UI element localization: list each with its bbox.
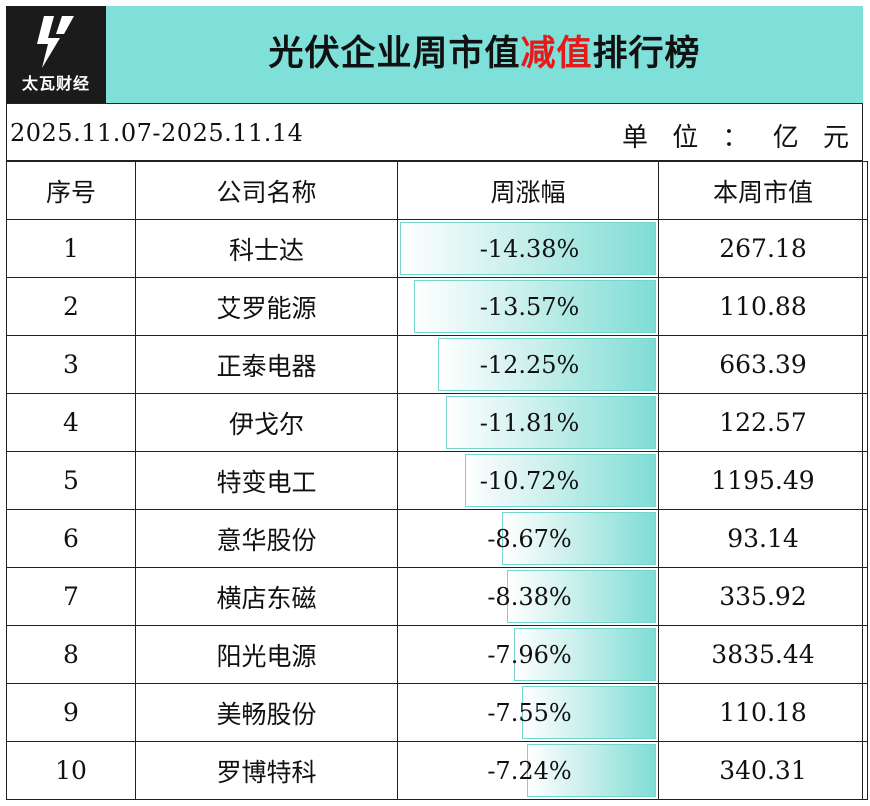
company-cell: 特变电工: [135, 451, 398, 510]
table-header-row: 序号 公司名称 周涨幅 本周市值: [6, 161, 868, 220]
change-bar: [514, 628, 656, 681]
change-value: -10.72%: [479, 467, 580, 495]
rank-cell: 10: [6, 741, 136, 800]
rank-cell: 8: [6, 625, 136, 684]
company-cell: 罗博特科: [135, 741, 398, 800]
table-row: 2 艾罗能源 -13.57% 110.88: [6, 277, 868, 336]
header-banner: 太瓦财经 光伏企业周市值减值排行榜: [6, 6, 863, 104]
table-row: 1 科士达 -14.38% 267.18: [6, 219, 868, 278]
rank-cell: 1: [6, 219, 136, 278]
change-cell: -7.24%: [397, 741, 659, 800]
change-bar: [400, 222, 656, 275]
company-cell: 正泰电器: [135, 335, 398, 394]
unit-label: 单 位 ： 亿 元: [621, 123, 857, 153]
table-row: 6 意华股份 -8.67% 93.14: [6, 509, 868, 568]
page-title: 光伏企业周市值减值排行榜: [106, 6, 863, 103]
change-value: -13.57%: [479, 293, 580, 321]
change-cell: -8.67%: [397, 509, 659, 568]
col-header-rank: 序号: [6, 161, 136, 220]
market-cap-cell: 93.14: [658, 509, 868, 568]
change-bar: [465, 454, 656, 507]
table-row: 4 伊戈尔 -11.81% 122.57: [6, 393, 868, 452]
title-part2: 排行榜: [592, 34, 701, 74]
rank-cell: 7: [6, 567, 136, 626]
brand-logo: 太瓦财经: [6, 6, 106, 103]
info-bar: 2025.11.07-2025.11.14 单 位 ： 亿 元: [6, 104, 863, 161]
company-cell: 阳光电源: [135, 625, 398, 684]
change-cell: -11.81%: [397, 393, 659, 452]
change-value: -7.55%: [487, 699, 572, 727]
change-value: -14.38%: [479, 235, 580, 263]
market-cap-cell: 340.31: [658, 741, 868, 800]
change-cell: -13.57%: [397, 277, 659, 336]
company-cell: 科士达: [135, 219, 398, 278]
change-cell: -12.25%: [397, 335, 659, 394]
change-cell: -8.38%: [397, 567, 659, 626]
market-cap-cell: 663.39: [658, 335, 868, 394]
col-header-change: 周涨幅: [397, 161, 659, 220]
change-bar: [507, 570, 656, 623]
change-bar: [502, 512, 656, 565]
rank-cell: 5: [6, 451, 136, 510]
table-row: 9 美畅股份 -7.55% 110.18: [6, 683, 868, 742]
ranking-table: 序号 公司名称 周涨幅 本周市值 1 科士达 -14.38% 267.18 2 艾罗能源 -…: [6, 161, 868, 800]
market-cap-cell: 122.57: [658, 393, 868, 452]
change-cell: -10.72%: [397, 451, 659, 510]
col-header-market-cap: 本周市值: [658, 161, 868, 220]
change-value: -7.24%: [487, 757, 572, 785]
change-bar: [414, 280, 656, 333]
change-bar: [438, 338, 656, 391]
title-part1: 光伏企业周市值: [268, 34, 521, 74]
market-cap-cell: 267.18: [658, 219, 868, 278]
market-cap-cell: 335.92: [658, 567, 868, 626]
company-cell: 伊戈尔: [135, 393, 398, 452]
date-range: 2025.11.07-2025.11.14: [10, 119, 304, 147]
market-cap-cell: 1195.49: [658, 451, 868, 510]
table-row: 3 正泰电器 -12.25% 663.39: [6, 335, 868, 394]
change-cell: -14.38%: [397, 219, 659, 278]
company-cell: 意华股份: [135, 509, 398, 568]
market-cap-cell: 3835.44: [658, 625, 868, 684]
lightning-bolt-icon: [37, 16, 74, 68]
market-cap-cell: 110.88: [658, 277, 868, 336]
company-cell: 横店东磁: [135, 567, 398, 626]
company-cell: 艾罗能源: [135, 277, 398, 336]
change-value: -11.81%: [479, 409, 580, 437]
rank-cell: 2: [6, 277, 136, 336]
rank-cell: 9: [6, 683, 136, 742]
table-row: 10 罗博特科 -7.24% 340.31: [6, 741, 868, 800]
market-cap-cell: 110.18: [658, 683, 868, 742]
brand-name: 太瓦财经: [21, 74, 90, 93]
rank-cell: 6: [6, 509, 136, 568]
change-bar: [522, 686, 656, 739]
rank-cell: 4: [6, 393, 136, 452]
change-value: -12.25%: [479, 351, 580, 379]
table-row: 5 特变电工 -10.72% 1195.49: [6, 451, 868, 510]
change-cell: -7.96%: [397, 625, 659, 684]
table-row: 7 横店东磁 -8.38% 335.92: [6, 567, 868, 626]
change-cell: -7.55%: [397, 683, 659, 742]
table-row: 8 阳光电源 -7.96% 3835.44: [6, 625, 868, 684]
rank-cell: 3: [6, 335, 136, 394]
col-header-company: 公司名称: [135, 161, 398, 220]
change-value: -8.67%: [487, 525, 572, 553]
title-highlight: 减值: [520, 34, 593, 74]
company-cell: 美畅股份: [135, 683, 398, 742]
change-value: -8.38%: [487, 583, 572, 611]
change-value: -7.96%: [487, 641, 572, 669]
change-bar: [527, 744, 656, 797]
change-bar: [446, 396, 656, 449]
